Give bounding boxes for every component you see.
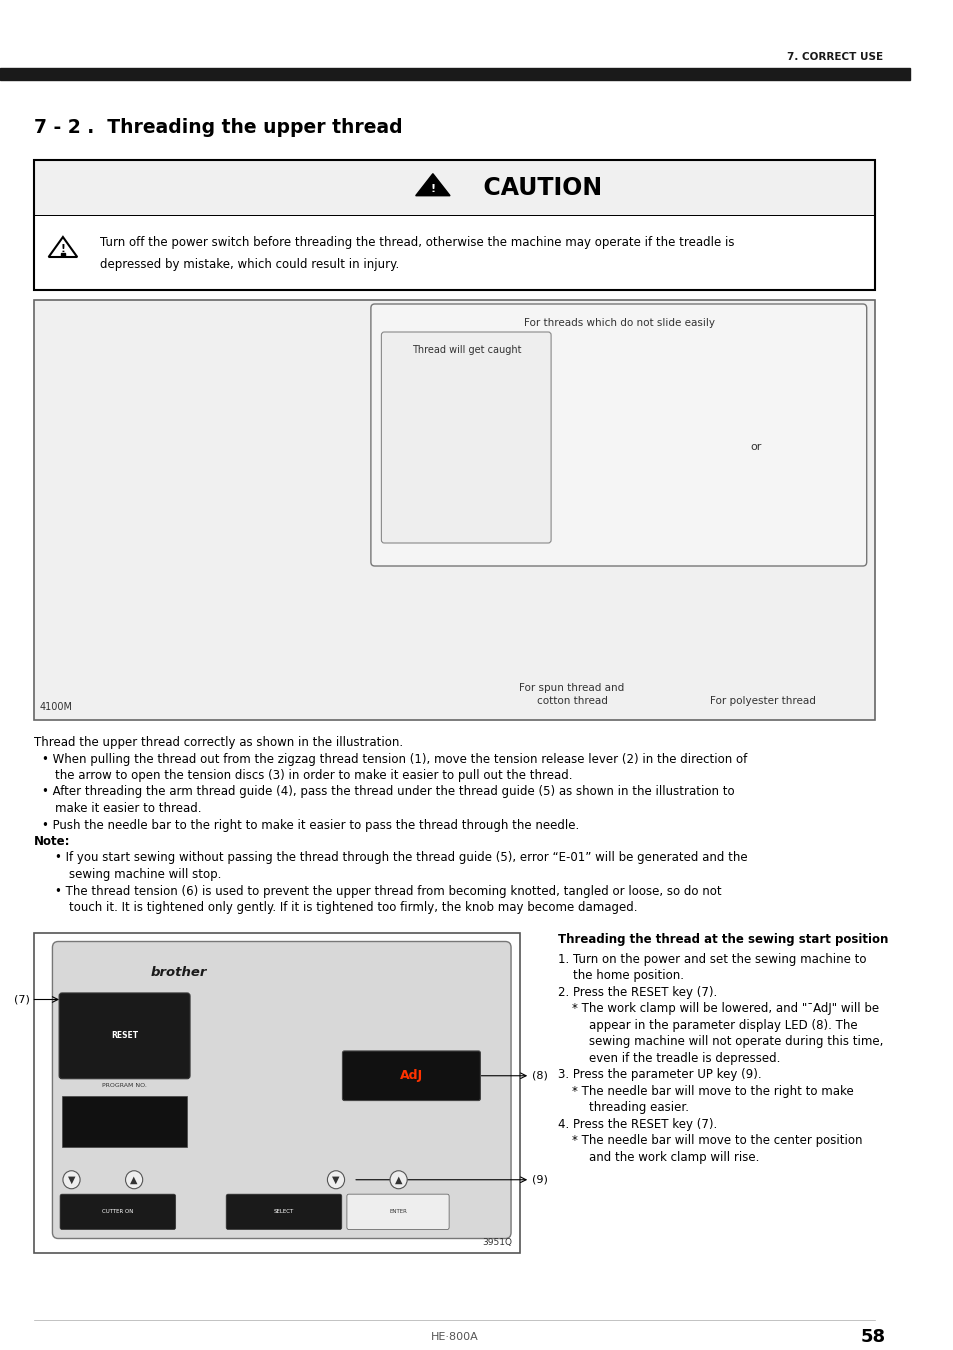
- Text: brother: brother: [151, 965, 207, 979]
- Text: ▲: ▲: [395, 1174, 402, 1185]
- Text: Threading the thread at the sewing start position: Threading the thread at the sewing start…: [558, 933, 887, 945]
- Text: sewing machine will not operate during this time,: sewing machine will not operate during t…: [589, 1035, 882, 1048]
- Circle shape: [390, 1170, 407, 1189]
- Text: PROGRAM NO.: PROGRAM NO.: [102, 1083, 147, 1088]
- Text: the home position.: the home position.: [573, 969, 683, 981]
- Bar: [34, 161, 874, 290]
- Bar: [34, 300, 874, 720]
- Text: Note:: Note:: [34, 836, 71, 848]
- Text: CUTTER ON: CUTTER ON: [102, 1210, 133, 1215]
- Bar: [0, 68, 908, 80]
- Text: !: !: [431, 184, 436, 194]
- Text: ▲: ▲: [131, 1174, 138, 1185]
- Bar: [62, 1096, 187, 1148]
- Text: (8): (8): [532, 1071, 547, 1081]
- Text: !: !: [60, 244, 66, 254]
- Text: appear in the parameter display LED (8). The: appear in the parameter display LED (8).…: [589, 1018, 857, 1031]
- FancyBboxPatch shape: [342, 1050, 480, 1100]
- Text: SELECT: SELECT: [274, 1210, 294, 1215]
- Text: • When pulling the thread out from the zigzag thread tension (1), move the tensi: • When pulling the thread out from the z…: [42, 752, 746, 765]
- Text: • Push the needle bar to the right to make it easier to pass the thread through : • Push the needle bar to the right to ma…: [42, 818, 578, 832]
- Text: For polyester thread: For polyester thread: [709, 697, 815, 706]
- Text: • After threading the arm thread guide (4), pass the thread under the thread gui: • After threading the arm thread guide (…: [42, 786, 734, 798]
- Text: make it easier to thread.: make it easier to thread.: [55, 802, 202, 815]
- Bar: [34, 933, 519, 1253]
- Text: sewing machine will stop.: sewing machine will stop.: [69, 868, 221, 882]
- Text: ▼: ▼: [332, 1174, 339, 1185]
- Text: 7 - 2 .  Threading the upper thread: 7 - 2 . Threading the upper thread: [34, 117, 402, 136]
- Text: 3. Press the parameter UP key (9).: 3. Press the parameter UP key (9).: [558, 1068, 760, 1081]
- Text: * The needle bar will move to the right to make: * The needle bar will move to the right …: [572, 1084, 853, 1098]
- Text: For threads which do not slide easily: For threads which do not slide easily: [524, 319, 715, 328]
- FancyBboxPatch shape: [226, 1195, 341, 1230]
- Text: or: or: [750, 441, 761, 452]
- Text: (7): (7): [13, 995, 30, 1004]
- Text: (9): (9): [532, 1174, 547, 1185]
- Text: ENTER: ENTER: [389, 1210, 407, 1215]
- Text: For spun thread and
cotton thread: For spun thread and cotton thread: [518, 683, 624, 706]
- Text: * The needle bar will move to the center position: * The needle bar will move to the center…: [572, 1134, 862, 1148]
- FancyBboxPatch shape: [59, 994, 190, 1079]
- Text: HE·800A: HE·800A: [431, 1332, 478, 1342]
- Text: 7. CORRECT USE: 7. CORRECT USE: [786, 53, 882, 62]
- Text: touch it. It is tightened only gently. If it is tightened too firmly, the knob m: touch it. It is tightened only gently. I…: [69, 900, 637, 914]
- Text: the arrow to open the tension discs (3) in order to make it easier to pull out t: the arrow to open the tension discs (3) …: [55, 769, 572, 782]
- FancyBboxPatch shape: [381, 332, 551, 543]
- Polygon shape: [49, 238, 77, 256]
- FancyBboxPatch shape: [60, 1195, 175, 1230]
- Text: 2. Press the RESET key (7).: 2. Press the RESET key (7).: [558, 986, 717, 999]
- Text: CAUTION: CAUTION: [467, 176, 601, 200]
- Text: threading easier.: threading easier.: [589, 1102, 688, 1114]
- FancyBboxPatch shape: [371, 304, 865, 566]
- Text: * The work clamp will be lowered, and "¯AdJ" will be: * The work clamp will be lowered, and "¯…: [572, 1002, 879, 1015]
- Text: ▼: ▼: [68, 1174, 75, 1185]
- Text: even if the treadle is depressed.: even if the treadle is depressed.: [589, 1052, 780, 1065]
- Circle shape: [126, 1170, 143, 1189]
- Text: • If you start sewing without passing the thread through the thread guide (5), e: • If you start sewing without passing th…: [55, 852, 747, 864]
- Circle shape: [327, 1170, 344, 1189]
- Text: • The thread tension (6) is used to prevent the upper thread from becoming knott: • The thread tension (6) is used to prev…: [55, 884, 721, 898]
- FancyBboxPatch shape: [347, 1195, 449, 1230]
- Text: depressed by mistake, which could result in injury.: depressed by mistake, which could result…: [100, 258, 399, 271]
- FancyBboxPatch shape: [52, 941, 511, 1238]
- Text: Turn off the power switch before threading the thread, otherwise the machine may: Turn off the power switch before threadi…: [100, 236, 734, 248]
- Polygon shape: [416, 174, 450, 196]
- Circle shape: [63, 1170, 80, 1189]
- Text: RESET: RESET: [111, 1031, 138, 1041]
- Text: 4100M: 4100M: [40, 702, 73, 711]
- Text: 3951Q: 3951Q: [481, 1238, 512, 1247]
- Bar: [60, 252, 65, 256]
- Text: Thread the upper thread correctly as shown in the illustration.: Thread the upper thread correctly as sho…: [34, 736, 403, 749]
- Text: AdJ: AdJ: [399, 1069, 422, 1083]
- Text: and the work clamp will rise.: and the work clamp will rise.: [589, 1150, 759, 1164]
- Text: 4. Press the RESET key (7).: 4. Press the RESET key (7).: [558, 1118, 717, 1130]
- Bar: [34, 161, 874, 215]
- Text: 1. Turn on the power and set the sewing machine to: 1. Turn on the power and set the sewing …: [558, 953, 865, 965]
- Text: 58: 58: [860, 1328, 884, 1346]
- Text: Thread will get caught: Thread will get caught: [412, 346, 521, 355]
